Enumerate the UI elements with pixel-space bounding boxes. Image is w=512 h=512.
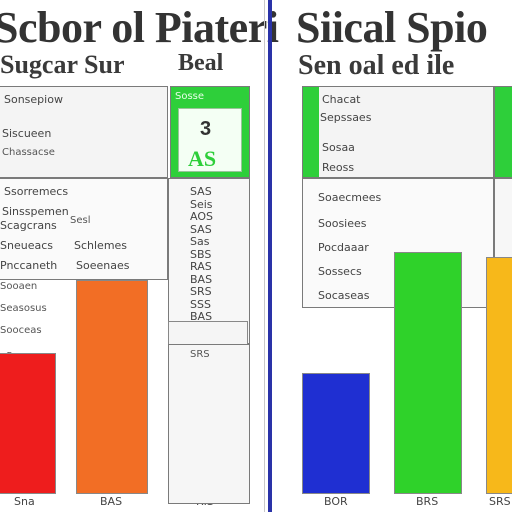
left-table-text: Sinsspemen	[2, 205, 69, 218]
right-table-text: Reoss	[322, 161, 355, 174]
right-table-cell-top	[302, 86, 494, 178]
right-table-text: Soosiees	[318, 217, 367, 230]
right-table-text: Sossecs	[318, 265, 362, 278]
bar-srs	[486, 257, 512, 494]
left-panel-title: Scbor ol Piateri	[0, 3, 279, 52]
left-panel-subtitle: Sugcar Sur	[0, 50, 125, 79]
left-panel-subtitle-right: Beal	[178, 50, 224, 76]
bar-sna	[0, 353, 56, 494]
left-right-column-item: Seis	[190, 197, 213, 211]
right-table-text: Soaecmees	[318, 191, 382, 204]
bar-category-label: BOR	[324, 495, 348, 508]
left-table-text: Sonsepiow	[4, 93, 63, 106]
right-panel-title: Siical Spio	[296, 3, 488, 52]
center-divider-shadow	[264, 0, 265, 512]
left-table-text: Sooceas	[0, 325, 42, 336]
right-table-text: Pocdaaar	[318, 241, 369, 254]
bar-bor	[302, 373, 370, 494]
right-green-stripe	[303, 87, 319, 177]
bar-brs	[394, 252, 462, 494]
left-table-text: Pnccaneth	[0, 259, 58, 272]
left-right-column-item: RAS	[190, 260, 212, 273]
left-table-text: SRS	[190, 349, 210, 360]
left-table-text: Sooaen	[0, 281, 38, 292]
bar-category-label: Sna	[14, 495, 35, 508]
right-table-text: Chacat	[322, 93, 361, 106]
left-right-column-item: SRS	[190, 285, 212, 298]
left-right-column-item: BAS	[190, 310, 213, 323]
left-right-column-item: AOS	[190, 210, 213, 223]
left-right-column-item: SBS	[190, 247, 212, 261]
left-mid-label: Schlemes	[74, 239, 128, 252]
left-highlight-inner	[178, 108, 242, 172]
right-table-text: Socaseas	[318, 289, 370, 302]
left-table-cell-top	[0, 86, 168, 178]
left-right-column	[168, 178, 250, 344]
left-table-text: Siscueen	[2, 127, 52, 140]
left-table-cell-mid	[0, 178, 168, 280]
left-bottom-column	[168, 344, 250, 504]
center-divider	[268, 0, 272, 512]
right-table-text: Sepssaes	[320, 111, 372, 124]
bar-category-label: BRS	[416, 495, 439, 508]
left-table-text: Sneueacs	[0, 239, 53, 252]
right-highlight-cell	[494, 86, 512, 178]
left-right-column-item: BAS	[190, 272, 213, 286]
left-mid-label: Soeenaes	[76, 259, 130, 272]
right-panel-subtitle: Sen oal ed ile	[298, 50, 455, 81]
left-table-text: Scagcrans	[0, 219, 57, 232]
left-table-text: Chassacse	[2, 147, 55, 158]
right-table-text: Sosaa	[322, 141, 355, 154]
left-highlight-sub: AS	[188, 146, 217, 171]
left-right-column-item: SAS	[190, 185, 212, 198]
left-highlight-value: 3	[200, 118, 212, 140]
left-right-column-item: Sas	[190, 235, 210, 248]
bar-category-label: BAS	[100, 495, 123, 508]
bar-bas	[76, 280, 148, 494]
left-table-text: Sesl	[70, 215, 91, 226]
left-table-text: Ssorremecs	[4, 185, 69, 198]
left-right-column-item: SAS	[190, 222, 212, 236]
left-highlight-label: Sosse	[175, 91, 205, 102]
bar-category-label: SRS	[489, 495, 511, 508]
left-table-text: Seasosus	[0, 303, 47, 314]
left-right-column-item: SSS	[190, 297, 211, 311]
right-table-cell-right	[494, 178, 512, 258]
